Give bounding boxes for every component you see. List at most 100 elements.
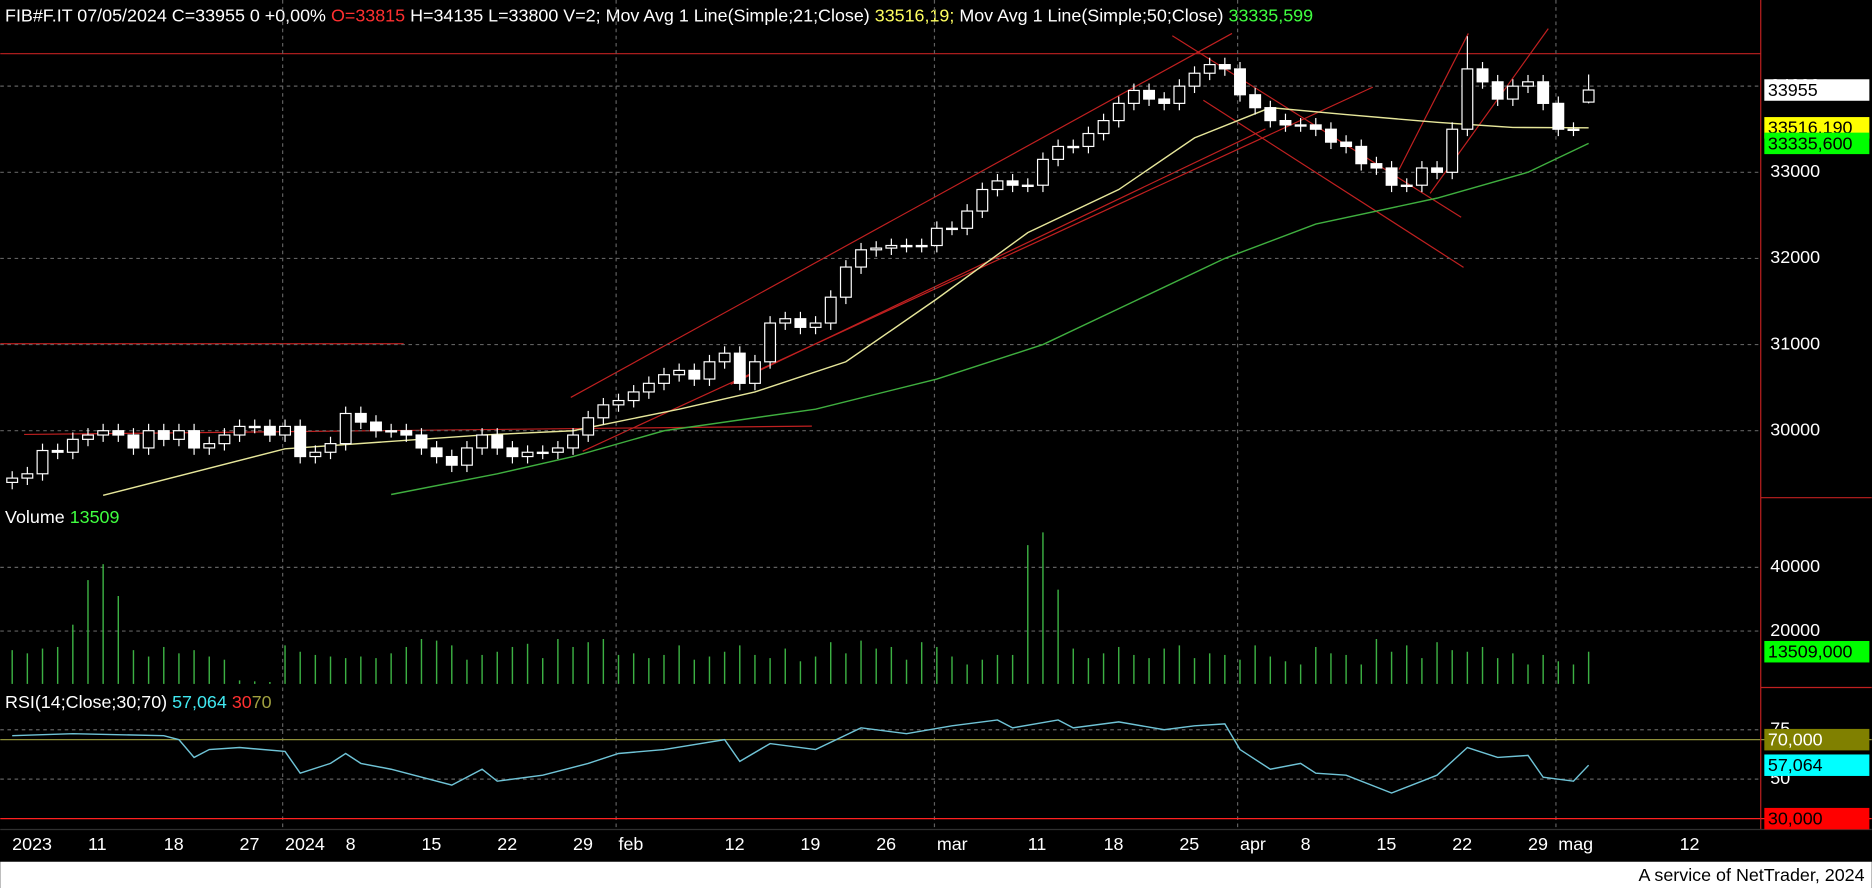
x-tick-label: 8	[1301, 834, 1311, 854]
trend-line	[730, 128, 1266, 385]
trend-line	[570, 32, 1233, 398]
trend-line	[1398, 33, 1469, 170]
candle-body	[1173, 85, 1186, 104]
candle-body	[1097, 120, 1110, 135]
rsi-level-30: 30	[232, 692, 252, 712]
candle-body	[991, 180, 1004, 191]
header-ma50-value: 33335,599	[1229, 5, 1314, 25]
candle-body	[1506, 85, 1519, 100]
candle-body	[1082, 132, 1095, 148]
candle-body	[658, 374, 670, 384]
candle-body	[339, 412, 352, 445]
candle-body	[1143, 89, 1156, 100]
candle-body	[1400, 184, 1413, 187]
candle-body	[370, 421, 382, 432]
x-tick-label: 22	[1452, 834, 1472, 854]
candle-body	[127, 434, 140, 449]
candle-body	[294, 425, 307, 458]
y-tick-label: 20000	[1770, 620, 1820, 640]
candle-body	[309, 451, 322, 458]
header-ma50: Mov Avg 1 Line(Simple;50;Close)	[959, 5, 1223, 25]
candle-body	[1567, 128, 1580, 132]
candle-body	[460, 447, 473, 466]
candle-body	[642, 382, 655, 393]
candle-body	[900, 244, 913, 248]
candle-body	[870, 247, 883, 251]
rsi-line	[12, 719, 1590, 794]
candle-body	[51, 449, 64, 453]
value-tag-label: 13509,000	[1768, 642, 1853, 662]
candle-body	[1036, 158, 1049, 186]
footer-bar	[0, 861, 1872, 888]
candle-body	[1188, 72, 1201, 87]
value-tag	[1764, 640, 1870, 663]
candle-body	[1279, 120, 1292, 126]
candle-body	[536, 451, 549, 455]
candle-body	[733, 352, 746, 384]
candle-body	[885, 244, 898, 249]
candle-body	[218, 434, 231, 445]
candle-body	[855, 249, 868, 268]
candle-body	[172, 430, 185, 440]
candle-body	[779, 318, 792, 324]
trend-line	[1203, 99, 1464, 268]
candle-body	[385, 430, 398, 433]
candle-body	[521, 451, 534, 458]
candle-body	[597, 404, 610, 419]
x-tick-label: 19	[800, 834, 820, 854]
x-tick-label: 29	[1528, 834, 1548, 854]
candle-body	[839, 266, 852, 298]
x-tick-label: 11	[1028, 834, 1047, 854]
x-tick-label: 15	[421, 834, 441, 854]
candle-body	[279, 425, 292, 436]
x-tick-label: 8	[346, 834, 356, 854]
candle-body	[1355, 145, 1368, 165]
value-tag-label: 33955	[1768, 80, 1818, 100]
candle-body	[142, 430, 155, 449]
x-tick-label: 25	[1179, 834, 1199, 854]
candle-body	[400, 430, 413, 436]
candle-body	[1234, 68, 1246, 96]
candle-body	[157, 430, 170, 440]
x-tick-label: 18	[1104, 834, 1124, 854]
candle-body	[36, 449, 49, 475]
rsi-name: RSI(14;Close;30;70)	[5, 692, 167, 712]
candle-body	[567, 434, 580, 449]
candle-body	[188, 430, 201, 449]
candle-body	[1021, 184, 1034, 187]
candle-body	[476, 434, 489, 449]
value-tag	[1764, 807, 1870, 830]
x-tick-label: 29	[573, 834, 593, 854]
candle-body	[97, 430, 110, 436]
candle-body	[551, 447, 564, 453]
header-open: O=33815	[331, 5, 405, 25]
x-tick-label: 2024	[285, 834, 325, 854]
candle-body	[1218, 64, 1231, 70]
candle-body	[1264, 107, 1277, 122]
candle-body	[1294, 124, 1307, 127]
y-tick-label: 33000	[1770, 161, 1820, 181]
candle-body	[1385, 167, 1398, 186]
candle-body	[824, 296, 837, 324]
candle-body	[1537, 81, 1550, 104]
y-tick-label: 30000	[1770, 419, 1820, 439]
footer: A service of NetTrader, 2024	[1639, 865, 1865, 885]
candle-body	[1476, 68, 1489, 83]
candle-body	[582, 417, 595, 436]
candle-body	[82, 434, 94, 440]
x-tick-label: 12	[1680, 834, 1700, 854]
x-tick-label: 22	[497, 834, 517, 854]
candle-body	[703, 361, 716, 380]
x-tick-label: mag	[1558, 834, 1593, 854]
value-tag-label: 30,000	[1768, 809, 1823, 829]
candle-body	[66, 438, 79, 453]
candle-body	[430, 447, 443, 458]
candle-body	[1158, 98, 1171, 104]
x-tick-label: 11	[88, 834, 107, 854]
candle-body	[1415, 167, 1428, 186]
candle-body	[1309, 124, 1322, 130]
candle-body	[324, 443, 337, 453]
header-ma21-value: 33516,19;	[875, 5, 955, 25]
